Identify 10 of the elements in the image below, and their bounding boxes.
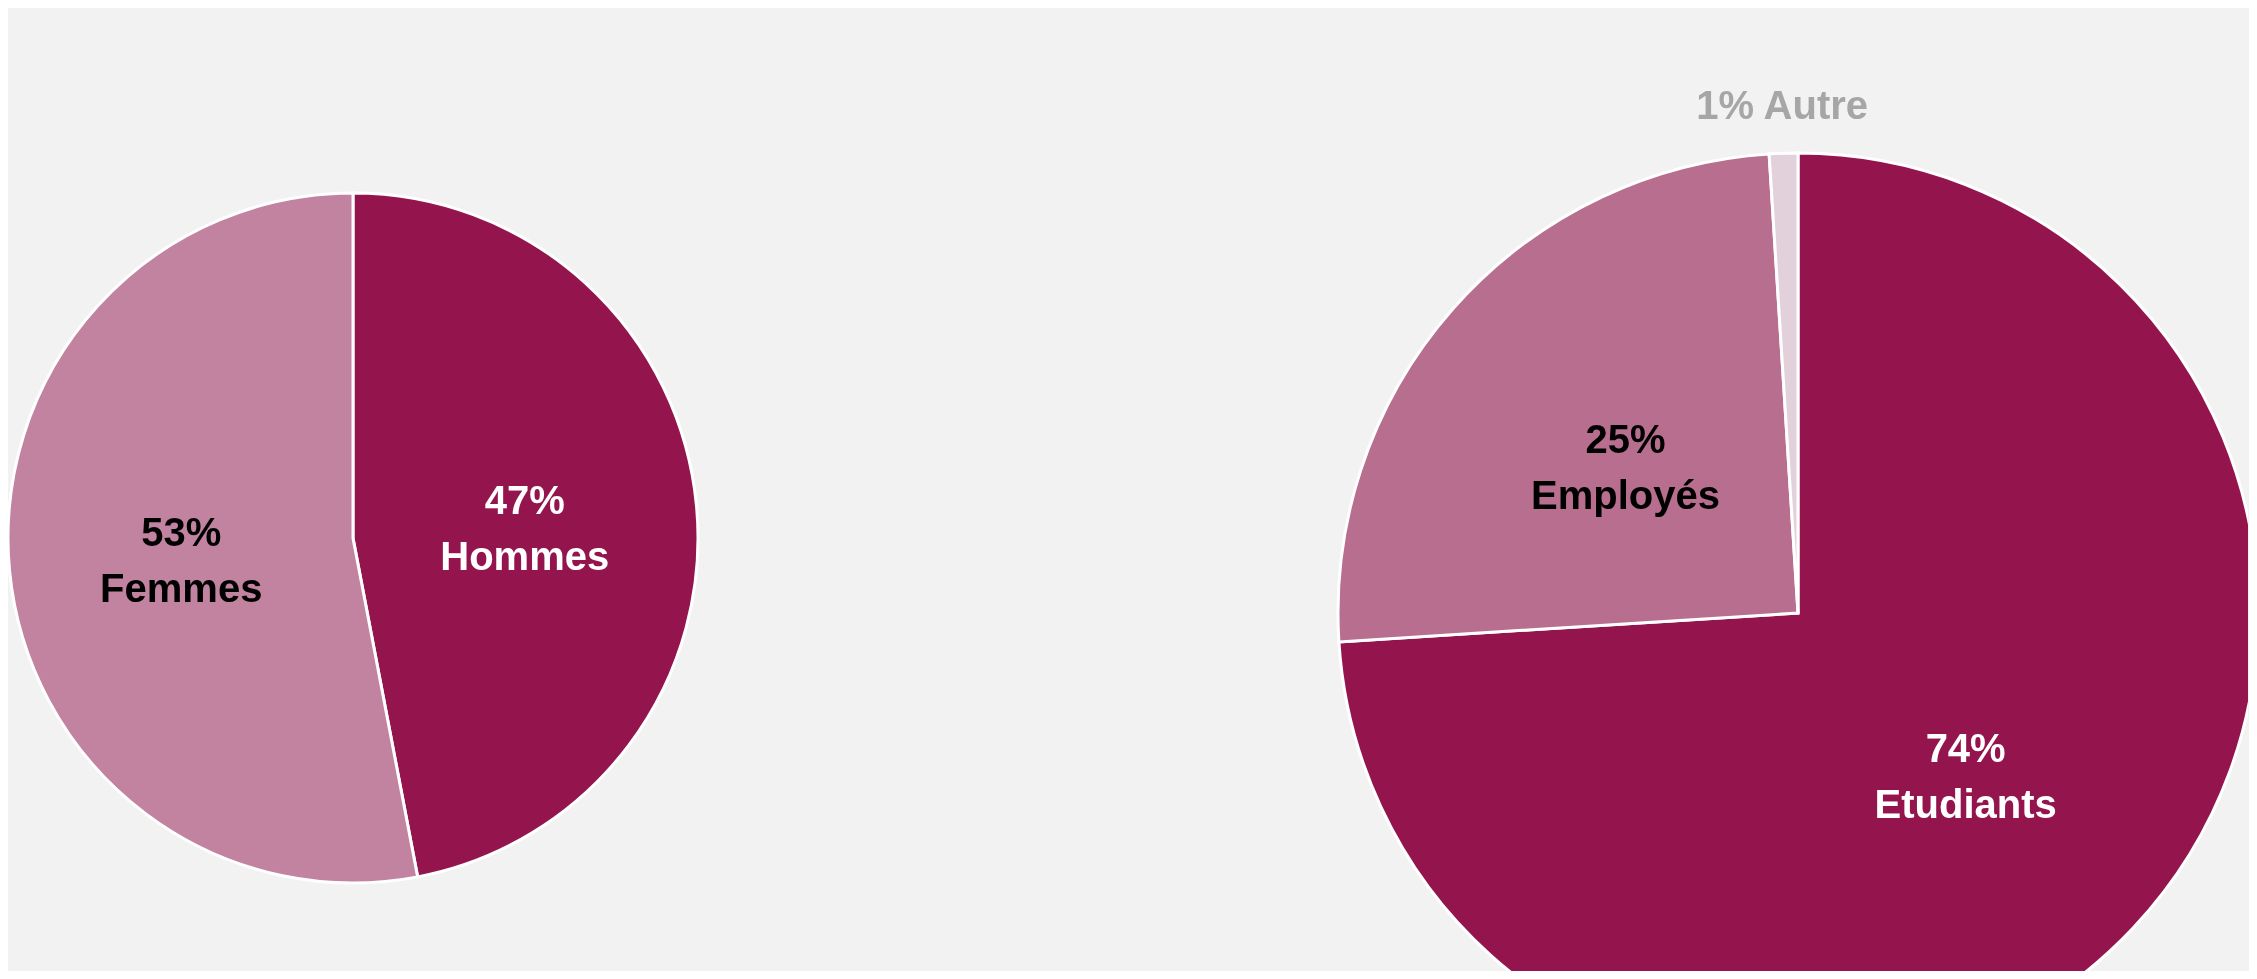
slice-label: Femmes	[100, 566, 263, 611]
slice-label: Etudiants	[1874, 782, 2057, 827]
data-label: 47%	[484, 477, 565, 522]
slice-label: Autre	[1763, 82, 1869, 127]
data-label: 53%	[141, 510, 222, 555]
data-label: 74%	[1925, 726, 2006, 771]
slice-label: Hommes	[440, 533, 610, 578]
slice-label: Employés	[1530, 472, 1720, 517]
data-label: 1%	[1696, 82, 1754, 127]
data-label: 25%	[1585, 416, 1666, 461]
